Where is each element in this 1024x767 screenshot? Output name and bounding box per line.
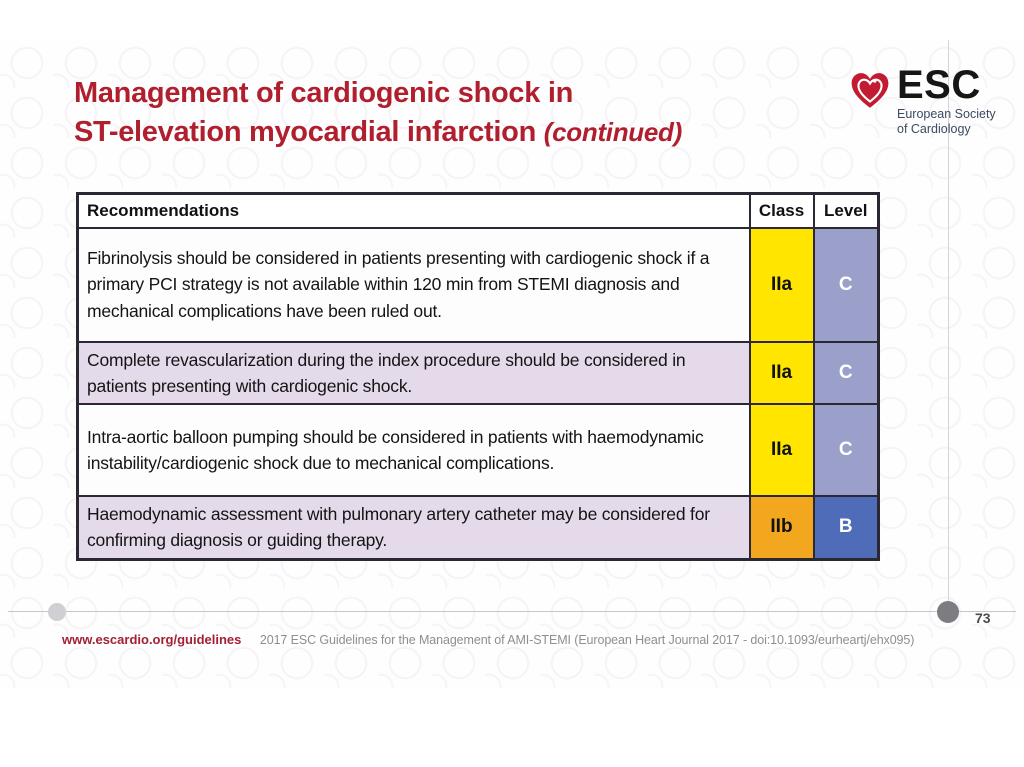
- footer-left-dot: [48, 603, 66, 621]
- footer-divider-line: [8, 611, 1016, 612]
- recommendation-cell: Fibrinolysis should be considered in pat…: [76, 226, 751, 343]
- logo-text: ESC European Society of Cardiology: [897, 63, 996, 137]
- title-line2: ST-elevation myocardial infarction: [74, 116, 536, 148]
- class-cell: IIb: [748, 495, 815, 560]
- title-line1: Management of cardiogenic shock in: [74, 77, 574, 109]
- table-row: Intra-aortic balloon pumping should be c…: [76, 403, 880, 497]
- header-class: Class: [748, 192, 815, 229]
- guidelines-link[interactable]: www.escardio.org/guidelines: [62, 632, 242, 647]
- citation-text: 2017 ESC Guidelines for the Management o…: [259, 633, 915, 647]
- table-header-row: Recommendations Class Level: [76, 192, 880, 229]
- level-cell: C: [812, 403, 880, 497]
- vertical-guide-line: [948, 40, 949, 612]
- level-cell: C: [812, 340, 880, 405]
- footer-right-dot: [937, 601, 959, 623]
- class-cell: IIa: [748, 226, 815, 343]
- heart-icon: [851, 73, 889, 108]
- header-level: Level: [812, 192, 880, 229]
- page-number: 73: [975, 610, 991, 626]
- table-row: Complete revascularization during the in…: [76, 340, 880, 405]
- table-row: Fibrinolysis should be considered in pat…: [76, 226, 880, 343]
- class-cell: IIa: [748, 340, 815, 405]
- logo-acronym: ESC: [897, 63, 981, 107]
- esc-logo: ESC European Society of Cardiology: [849, 63, 996, 137]
- recommendation-cell: Complete revascularization during the in…: [76, 340, 751, 405]
- recommendations-table: Recommendations Class Level Fibrinolysis…: [76, 192, 880, 561]
- page-title: Management of cardiogenic shock in ST-el…: [74, 74, 854, 152]
- level-cell: C: [812, 226, 880, 343]
- recommendation-cell: Haemodynamic assessment with pulmonary a…: [76, 495, 751, 560]
- table-row: Haemodynamic assessment with pulmonary a…: [76, 495, 880, 560]
- level-cell: B: [812, 495, 880, 560]
- title-continued: (continued): [543, 117, 683, 147]
- recommendation-cell: Intra-aortic balloon pumping should be c…: [76, 403, 751, 497]
- class-cell: IIa: [748, 403, 815, 497]
- logo-subtitle: European Society of Cardiology: [897, 107, 996, 136]
- header-recommendations: Recommendations: [76, 192, 751, 229]
- footer: www.escardio.org/guidelines 2017 ESC Gui…: [62, 631, 962, 649]
